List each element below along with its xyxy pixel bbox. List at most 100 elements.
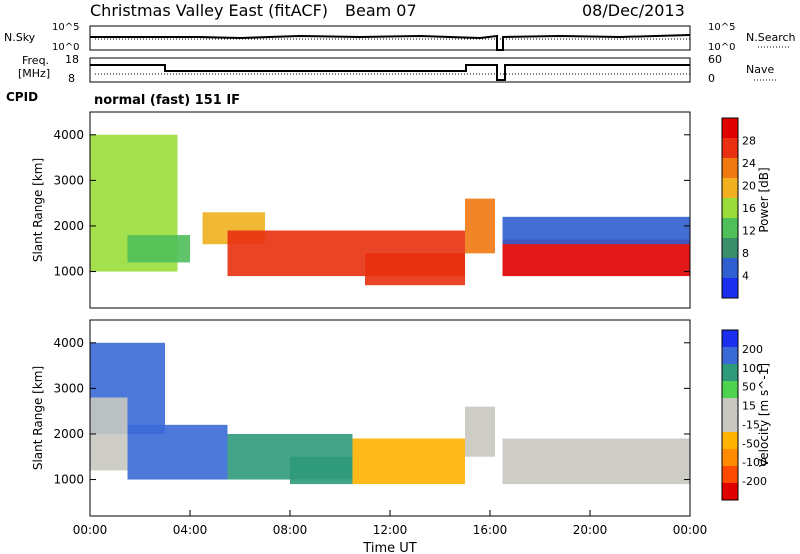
nave-label: Nave	[746, 63, 774, 76]
power-y-ticks: 1000 2000 3000 4000	[53, 128, 690, 279]
noise-left-tick-top: 10^5	[52, 22, 79, 33]
cpid-label: CPID	[6, 90, 38, 104]
velocity-colorbar-swatch	[722, 432, 738, 450]
power-region-6	[502, 239, 690, 277]
power-frame	[89, 111, 691, 309]
date-label: 08/Dec/2013	[582, 1, 685, 20]
power-region-4	[365, 253, 465, 286]
x-tick-label: 16:00	[473, 523, 508, 537]
velocity-colorbar-swatch	[722, 364, 738, 382]
power-colorbar-swatch	[722, 198, 738, 219]
x-tick-label: 12:00	[373, 523, 408, 537]
power-colorbar-swatch	[722, 218, 738, 239]
velocity-colorbar-swatch	[722, 449, 738, 467]
power-colorbar-ticks: 4 8 12 16 20 24 28	[742, 135, 756, 283]
velocity-region-7	[502, 438, 690, 485]
power-colorbar-swatch	[722, 278, 738, 299]
velocity-colorbar-tick-label: -50	[742, 437, 760, 450]
velocity-colorbar-tick-label: 100	[742, 362, 763, 375]
x-axis-label: Time UT	[362, 541, 416, 554]
power-ylabel: Slant Range [km]	[31, 158, 45, 262]
velocity-region-2	[127, 424, 228, 480]
velocity-cells	[90, 342, 690, 485]
power-colorbar-tick-label: 20	[742, 180, 756, 193]
velocity-colorbar-swatch	[722, 466, 738, 484]
x-tick-label: 04:00	[173, 523, 208, 537]
power-ytick-label: 4000	[53, 128, 84, 142]
power-colorbar-swatch	[722, 118, 738, 139]
power-colorbar-swatch	[722, 178, 738, 199]
power-ytick-label: 2000	[53, 219, 84, 233]
velocity-colorbar-swatch	[722, 483, 738, 501]
x-tick-label: 00:00	[73, 523, 108, 537]
beam-label: Beam 07	[345, 1, 417, 20]
noise-right-tick-bottom: 10^0	[708, 42, 735, 53]
power-colorbar-swatch	[722, 158, 738, 179]
freq-left-tick-bottom: 8	[68, 72, 75, 85]
velocity-colorbar-tick-label: 15	[742, 400, 756, 413]
velocity-colorbar-frame	[721, 329, 739, 501]
freq-left-tick-top: 18	[65, 53, 79, 66]
velocity-colorbar-swatch	[722, 347, 738, 365]
cpid-value: normal (fast) 151 IF	[94, 93, 240, 108]
velocity-colorbar-tick-label: -200	[742, 475, 767, 488]
velocity-panel: 1000 2000 3000 4000 00:00 04:00 08:00 12:00 16:…	[31, 319, 708, 554]
power-ytick-label: 1000	[53, 265, 84, 279]
power-colorbar-swatch	[722, 138, 738, 159]
velocity-x-ticks: 00:00 04:00 08:00 12:00 16:00 20:00 00:00	[73, 510, 708, 537]
freq-panel: Freq. [MHz] 18 8 60 0 Nave	[18, 53, 778, 85]
velocity-colorbar-label: Velocity [m s^-1]	[757, 363, 771, 467]
velocity-colorbar-swatch	[722, 398, 738, 416]
power-colorbar-tick-label: 28	[742, 135, 756, 148]
velocity-colorbar	[721, 329, 739, 501]
velocity-colorbar-swatch	[722, 415, 738, 433]
freq-frame	[89, 57, 691, 83]
power-colorbar-tick-label: 12	[742, 225, 756, 238]
power-ytick-label: 3000	[53, 173, 84, 187]
power-panel: 1000 2000 3000 4000 Slant Range [km]	[31, 111, 691, 309]
velocity-ytick-label: 1000	[53, 473, 84, 487]
freq-left-label-1: Freq.	[22, 54, 49, 67]
velocity-region-6	[465, 406, 495, 457]
power-colorbar-tick-label: 4	[742, 270, 749, 283]
power-colorbar-frame	[721, 117, 739, 299]
velocity-bg	[90, 320, 690, 516]
power-region-5	[465, 198, 495, 254]
velocity-colorbar-tick-label: -15	[742, 418, 760, 431]
noise-right-tick-top: 10^5	[708, 22, 735, 33]
freq-right-tick-bottom: 0	[708, 72, 715, 85]
power-colorbar-swatch	[722, 258, 738, 279]
noise-left-tick-bottom: 10^0	[52, 42, 79, 53]
velocity-ylabel: Slant Range [km]	[31, 366, 45, 470]
noise-right-label: N.Search	[746, 31, 796, 44]
x-tick-label: 08:00	[273, 523, 308, 537]
velocity-colorbar-swatch	[722, 381, 738, 399]
velocity-region-4	[290, 456, 353, 485]
noise-sky-line	[90, 34, 691, 51]
noise-left-label: N.Sky	[4, 31, 36, 44]
power-colorbar-tick-label: 24	[742, 157, 756, 170]
velocity-colorbar-swatch	[722, 330, 738, 348]
freq-line	[90, 64, 690, 81]
power-region-1	[127, 235, 190, 263]
velocity-ytick-label: 4000	[53, 336, 84, 350]
freq-right-tick-top: 60	[708, 53, 722, 66]
velocity-colorbar-tick-label: 200	[742, 343, 763, 356]
power-colorbar	[721, 117, 739, 299]
power-colorbar-tick-label: 16	[742, 202, 756, 215]
power-colorbar-label: Power [dB]	[757, 167, 771, 232]
power-cells	[90, 134, 690, 286]
noise-panel: N.Sky 10^5 10^0 10^5 10^0 N.Search	[4, 22, 796, 53]
velocity-region-5	[352, 438, 465, 485]
x-tick-label: 00:00	[673, 523, 708, 537]
velocity-colorbar-ticks: 200 100 50 15 -15 -50 -100 -200	[742, 343, 767, 488]
x-tick-label: 20:00	[573, 523, 608, 537]
power-region-7	[502, 216, 690, 245]
velocity-region-1	[90, 397, 128, 471]
power-colorbar-tick-label: 8	[742, 247, 749, 260]
velocity-ytick-label: 2000	[53, 427, 84, 441]
velocity-y-ticks: 1000 2000 3000 4000	[53, 336, 690, 487]
velocity-colorbar-tick-label: 50	[742, 381, 756, 394]
power-colorbar-swatch	[722, 238, 738, 259]
